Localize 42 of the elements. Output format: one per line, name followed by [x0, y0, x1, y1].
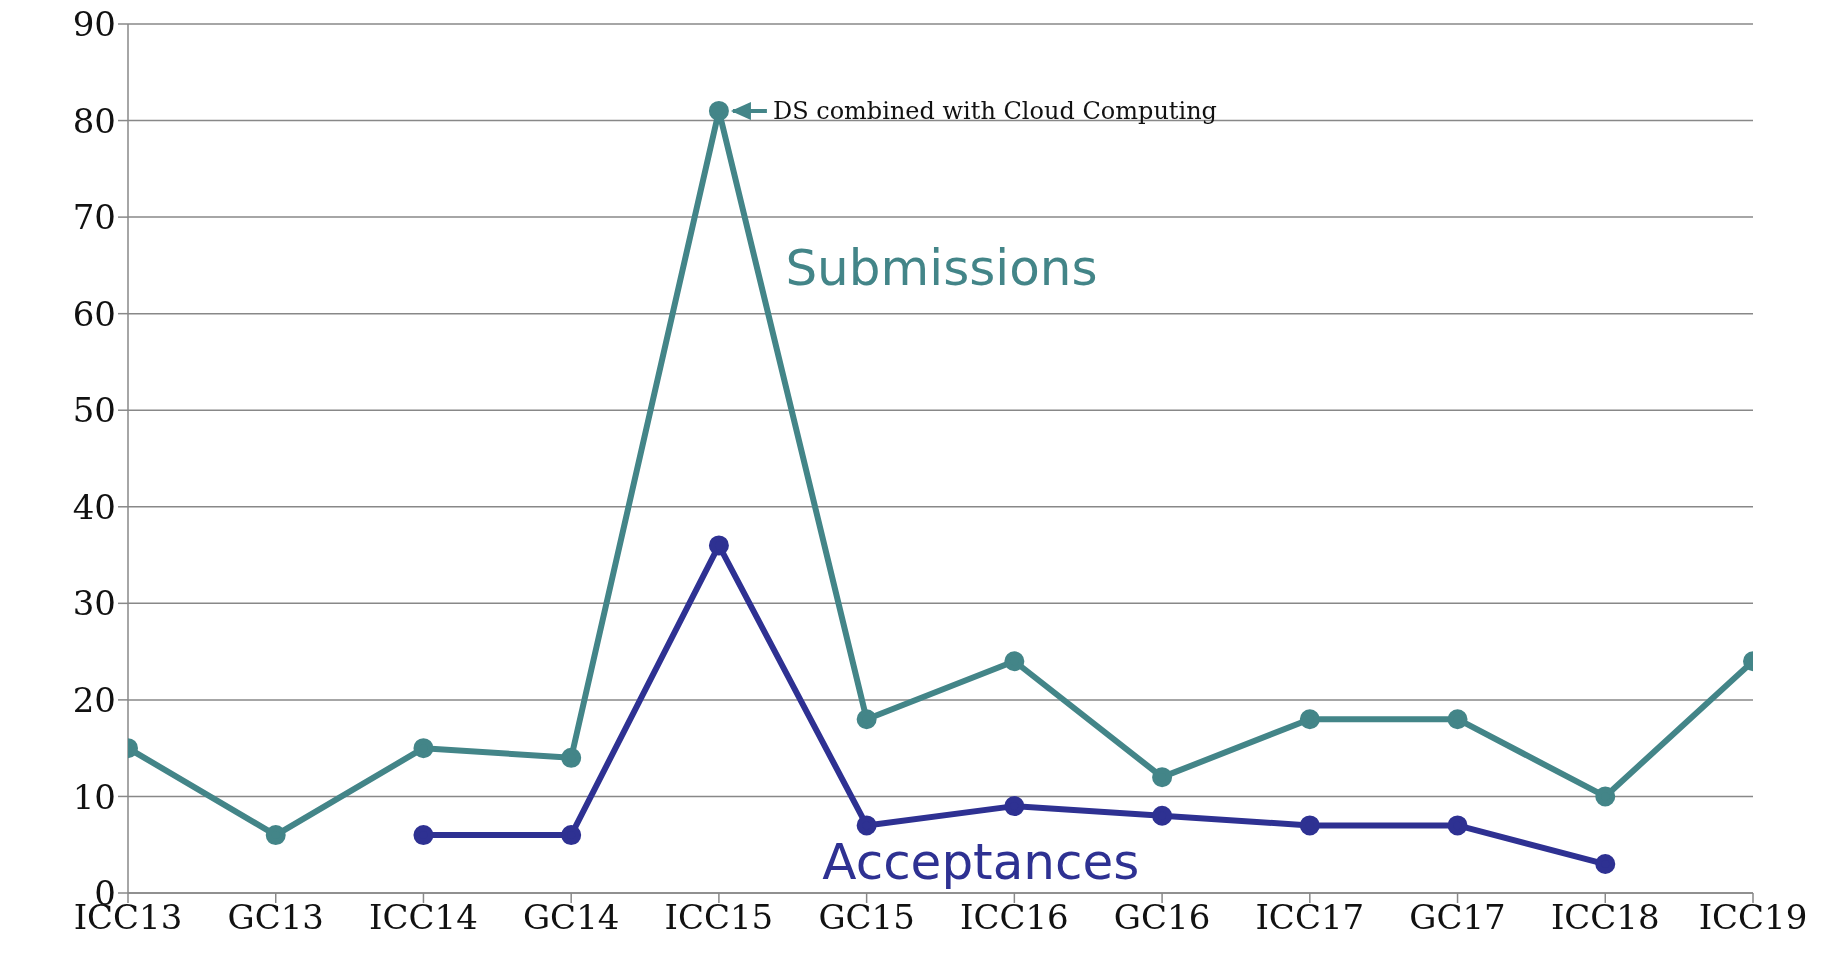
- x-tick-label: ICC19: [1698, 897, 1808, 938]
- y-tick-label: 40: [72, 486, 116, 527]
- point: [561, 747, 582, 768]
- point: [708, 535, 729, 556]
- point: [1447, 815, 1468, 836]
- point: [265, 825, 286, 846]
- x-tick-label: GC17: [1409, 897, 1506, 938]
- point: [413, 738, 434, 759]
- x-tick-label: ICC18: [1550, 897, 1660, 938]
- point: [856, 815, 877, 836]
- y-tick-label: 10: [72, 776, 116, 817]
- x-tick-label: GC14: [522, 897, 620, 938]
- x-tick-label: ICC16: [960, 897, 1069, 938]
- y-tick-label: 50: [72, 390, 116, 431]
- annotation: DS combined with Cloud Computing: [772, 96, 1217, 125]
- point: [1299, 709, 1320, 730]
- point: [1595, 786, 1616, 807]
- x-tick-label: GC16: [1113, 897, 1211, 938]
- point: [1004, 651, 1025, 672]
- point: [1152, 767, 1173, 788]
- point: [1299, 815, 1320, 836]
- y-tick-label: 60: [72, 293, 116, 334]
- y-tick-label: 20: [72, 679, 116, 720]
- point: [1447, 709, 1468, 730]
- y-tick-label: 30: [72, 583, 116, 624]
- series-label: Submissions: [785, 238, 1098, 297]
- y-tick-label: 70: [72, 197, 116, 238]
- x-tick-label: ICC17: [1255, 897, 1365, 938]
- y-tick-label: 80: [72, 100, 116, 141]
- point: [1595, 854, 1616, 875]
- y-tick-label: 90: [72, 4, 116, 45]
- x-tick-label: ICC15: [664, 897, 774, 938]
- series-label: Acceptances: [822, 832, 1140, 891]
- x-tick-label: GC15: [818, 897, 915, 938]
- x-tick-label: ICC14: [369, 897, 478, 938]
- point: [1004, 796, 1025, 817]
- point: [1152, 805, 1173, 826]
- point: [856, 709, 877, 730]
- point: [561, 825, 582, 846]
- x-tick-label: GC13: [227, 897, 324, 938]
- point: [413, 825, 434, 846]
- point: [708, 100, 729, 121]
